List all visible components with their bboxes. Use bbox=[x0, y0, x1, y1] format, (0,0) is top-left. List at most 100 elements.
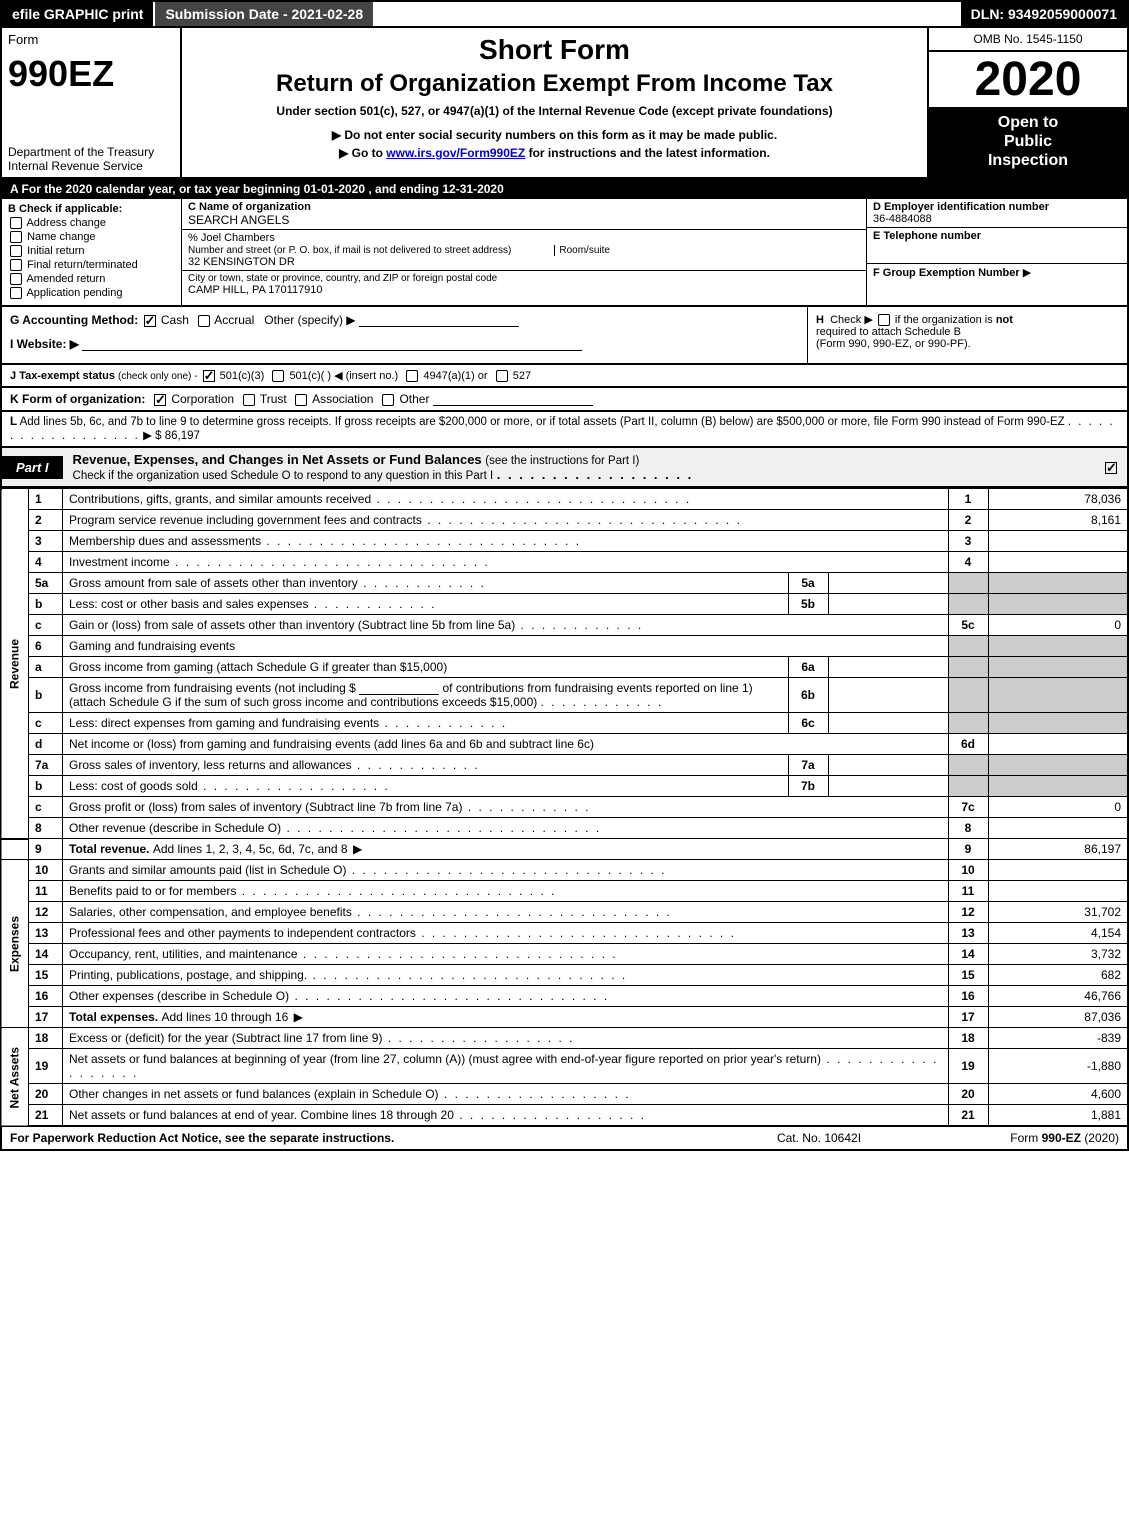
line-20-no: 20 bbox=[29, 1084, 63, 1105]
chk-other-org[interactable] bbox=[382, 394, 394, 406]
line-6b-sub: 6b bbox=[788, 678, 828, 713]
dept-irs: Internal Revenue Service bbox=[8, 159, 174, 173]
short-form-title: Short Form bbox=[192, 34, 917, 66]
footer-form-bold: 990-EZ bbox=[1042, 1131, 1081, 1145]
omb-number: OMB No. 1545-1150 bbox=[929, 28, 1127, 52]
line-11-val bbox=[988, 881, 1128, 902]
line-5b-subval bbox=[828, 594, 948, 615]
other-org-field[interactable] bbox=[433, 392, 593, 406]
chk-final-return[interactable] bbox=[10, 259, 22, 271]
lbl-other-specify: Other (specify) ▶ bbox=[264, 313, 355, 327]
line-19-no: 19 bbox=[29, 1049, 63, 1084]
line-3-val bbox=[988, 531, 1128, 552]
shaded-cell bbox=[988, 657, 1128, 678]
chk-cash[interactable] bbox=[144, 315, 156, 327]
line-6c-sub: 6c bbox=[788, 713, 828, 734]
lbl-initial-return: Initial return bbox=[27, 245, 84, 257]
chk-h-not-required[interactable] bbox=[878, 314, 890, 326]
instr-goto-pre: ▶ Go to bbox=[339, 146, 386, 160]
row-a-tax-year: A For the 2020 calendar year, or tax yea… bbox=[0, 179, 1129, 199]
chk-application-pending[interactable] bbox=[10, 287, 22, 299]
addr-label: Number and street (or P. O. box, if mail… bbox=[188, 245, 511, 256]
g-label: G Accounting Method: bbox=[10, 313, 138, 327]
line-3-desc: Membership dues and assessments bbox=[69, 534, 261, 548]
chk-initial-return[interactable] bbox=[10, 245, 22, 257]
section-bcdef: B Check if applicable: Address change Na… bbox=[0, 199, 1129, 308]
chk-amended-return[interactable] bbox=[10, 273, 22, 285]
dots-icon bbox=[454, 1108, 646, 1122]
line-1-val: 78,036 bbox=[988, 489, 1128, 510]
footer-form-post: (2020) bbox=[1084, 1131, 1119, 1145]
c-label: C Name of organization bbox=[188, 201, 860, 213]
col-c-org: C Name of organization SEARCH ANGELS % J… bbox=[182, 199, 867, 306]
line-8-desc: Other revenue (describe in Schedule O) bbox=[69, 821, 281, 835]
chk-association[interactable] bbox=[295, 394, 307, 406]
chk-4947[interactable] bbox=[406, 370, 418, 382]
other-specify-field[interactable] bbox=[359, 313, 519, 327]
j-label: J Tax-exempt status bbox=[10, 370, 115, 382]
form-page-ref: Form 990-EZ (2020) bbox=[919, 1131, 1119, 1145]
dots-icon bbox=[170, 555, 490, 569]
line-20-desc: Other changes in net assets or fund bala… bbox=[69, 1087, 439, 1101]
header-center: Short Form Return of Organization Exempt… bbox=[182, 28, 927, 177]
line-18-r: 18 bbox=[948, 1028, 988, 1049]
line-6b-amount-field[interactable] bbox=[359, 681, 439, 695]
under-section: Under section 501(c), 527, or 4947(a)(1)… bbox=[192, 104, 917, 118]
part-i-dots bbox=[497, 467, 693, 482]
line-4-val bbox=[988, 552, 1128, 573]
line-9-r: 9 bbox=[948, 839, 988, 860]
f-arrow: ▶ bbox=[1023, 267, 1031, 279]
line-10-desc: Grants and similar amounts paid (list in… bbox=[69, 863, 346, 877]
dots-icon bbox=[352, 905, 672, 919]
line-16-r: 16 bbox=[948, 986, 988, 1007]
chk-501c[interactable] bbox=[272, 370, 284, 382]
line-2-val: 8,161 bbox=[988, 510, 1128, 531]
line-7b-desc: Less: cost of goods sold bbox=[69, 779, 198, 793]
chk-name-change[interactable] bbox=[10, 231, 22, 243]
line-7a-no: 7a bbox=[29, 755, 63, 776]
line-9-desc-bold: Total revenue. bbox=[69, 842, 153, 856]
chk-527[interactable] bbox=[496, 370, 508, 382]
b-header: B Check if applicable: bbox=[8, 203, 175, 215]
l-amount: ▶ $ 86,197 bbox=[143, 430, 200, 442]
line-18-desc: Excess or (deficit) for the year (Subtra… bbox=[69, 1031, 382, 1045]
lbl-trust: Trust bbox=[260, 392, 287, 406]
line-7b-subval bbox=[828, 776, 948, 797]
line-2-desc: Program service revenue including govern… bbox=[69, 513, 422, 527]
shaded-cell bbox=[948, 678, 988, 713]
line-6a-sub: 6a bbox=[788, 657, 828, 678]
row-k-form-org: K Form of organization: Corporation Trus… bbox=[0, 388, 1129, 412]
line-12-r: 12 bbox=[948, 902, 988, 923]
line-1-r: 1 bbox=[948, 489, 988, 510]
line-3-r: 3 bbox=[948, 531, 988, 552]
dots-icon bbox=[462, 800, 590, 814]
line-18-no: 18 bbox=[29, 1028, 63, 1049]
line-21-r: 21 bbox=[948, 1105, 988, 1127]
chk-501c3[interactable] bbox=[203, 370, 215, 382]
chk-accrual[interactable] bbox=[198, 315, 210, 327]
line-7b-no: b bbox=[29, 776, 63, 797]
dots-icon bbox=[515, 618, 643, 632]
lbl-501c: 501(c)( ) bbox=[289, 370, 331, 382]
line-7b-sub: 7b bbox=[788, 776, 828, 797]
line-6d-desc: Net income or (loss) from gaming and fun… bbox=[69, 737, 594, 751]
chk-schedule-o-used[interactable] bbox=[1105, 462, 1117, 474]
submission-date-button[interactable]: Submission Date - 2021-02-28 bbox=[153, 2, 375, 26]
dots-icon bbox=[422, 513, 742, 527]
chk-corporation[interactable] bbox=[154, 394, 166, 406]
website-field[interactable] bbox=[82, 337, 582, 351]
line-7a-subval bbox=[828, 755, 948, 776]
efile-print-button[interactable]: efile GRAPHIC print bbox=[2, 2, 153, 26]
line-21-no: 21 bbox=[29, 1105, 63, 1127]
chk-address-change[interactable] bbox=[10, 217, 22, 229]
irs-link[interactable]: www.irs.gov/Form990EZ bbox=[386, 146, 525, 160]
chk-trust[interactable] bbox=[243, 394, 255, 406]
line-21-desc: Net assets or fund balances at end of ye… bbox=[69, 1108, 454, 1122]
footer-form-pre: Form bbox=[1010, 1131, 1041, 1145]
i-label: I Website: ▶ bbox=[10, 337, 79, 351]
row-h: H Check ▶ if the organization is not req… bbox=[807, 307, 1127, 363]
line-5b-sub: 5b bbox=[788, 594, 828, 615]
shaded-cell bbox=[948, 636, 988, 657]
line-7c-r: 7c bbox=[948, 797, 988, 818]
h-text2: if the organization is bbox=[895, 314, 993, 326]
